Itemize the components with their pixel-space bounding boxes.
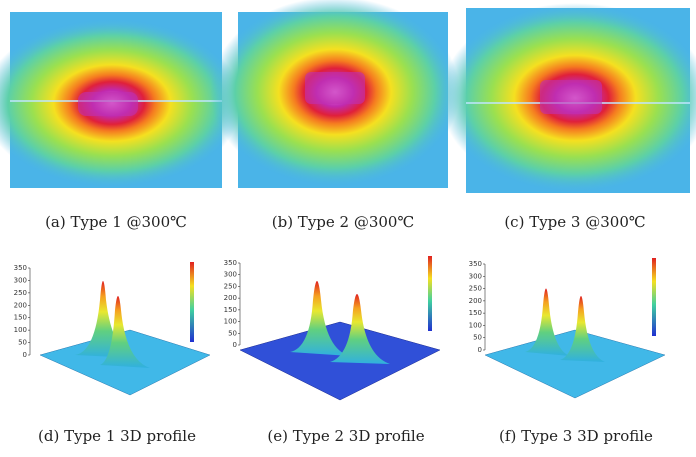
y-tick-label: 300 (224, 271, 237, 279)
y-tick-label: 250 (224, 282, 237, 290)
caption: (c) Type 3 @300℃ (504, 213, 645, 231)
y-tick-label: 200 (14, 301, 27, 309)
caption: (a) Type 1 @300℃ (45, 213, 187, 231)
thermal-image-b (210, 0, 460, 188)
caption: (d) Type 1 3D profile (38, 427, 196, 445)
y-tick-label: 0 (478, 346, 482, 354)
surface-plot-f (484, 258, 666, 399)
y-tick-label: 300 (14, 276, 27, 284)
y-tick-label: 100 (469, 321, 482, 329)
y-tick-label: 200 (469, 297, 482, 305)
y-tick-label: 350 (224, 259, 237, 267)
caption: (b) Type 2 @300℃ (272, 213, 415, 231)
y-tick-label: 350 (14, 264, 27, 272)
y-tick-label: 0 (233, 341, 237, 349)
y-tick-label: 50 (228, 329, 237, 337)
y-tick-label: 250 (469, 285, 482, 293)
y-tick-label: 350 (469, 260, 482, 268)
y-tick-label: 50 (473, 334, 482, 342)
y-tick-label: 200 (224, 294, 237, 302)
y-tick-label: 300 (469, 272, 482, 280)
caption: (f) Type 3 3D profile (499, 427, 653, 445)
y-tick-label: 150 (224, 306, 237, 314)
y-tick-label: 100 (224, 318, 237, 326)
y-tick-label: 100 (14, 326, 27, 334)
y-tick-label: 0 (23, 351, 27, 359)
y-tick-label: 50 (18, 339, 27, 347)
surface-plot-e (239, 256, 441, 401)
y-tick-label: 250 (14, 289, 27, 297)
thermal-image-c (440, 3, 696, 193)
caption: (e) Type 2 3D profile (267, 427, 424, 445)
surface-plot-d (29, 262, 211, 396)
thermal-image-a (0, 12, 242, 188)
y-tick-label: 150 (469, 309, 482, 317)
y-tick-label: 150 (14, 314, 27, 322)
